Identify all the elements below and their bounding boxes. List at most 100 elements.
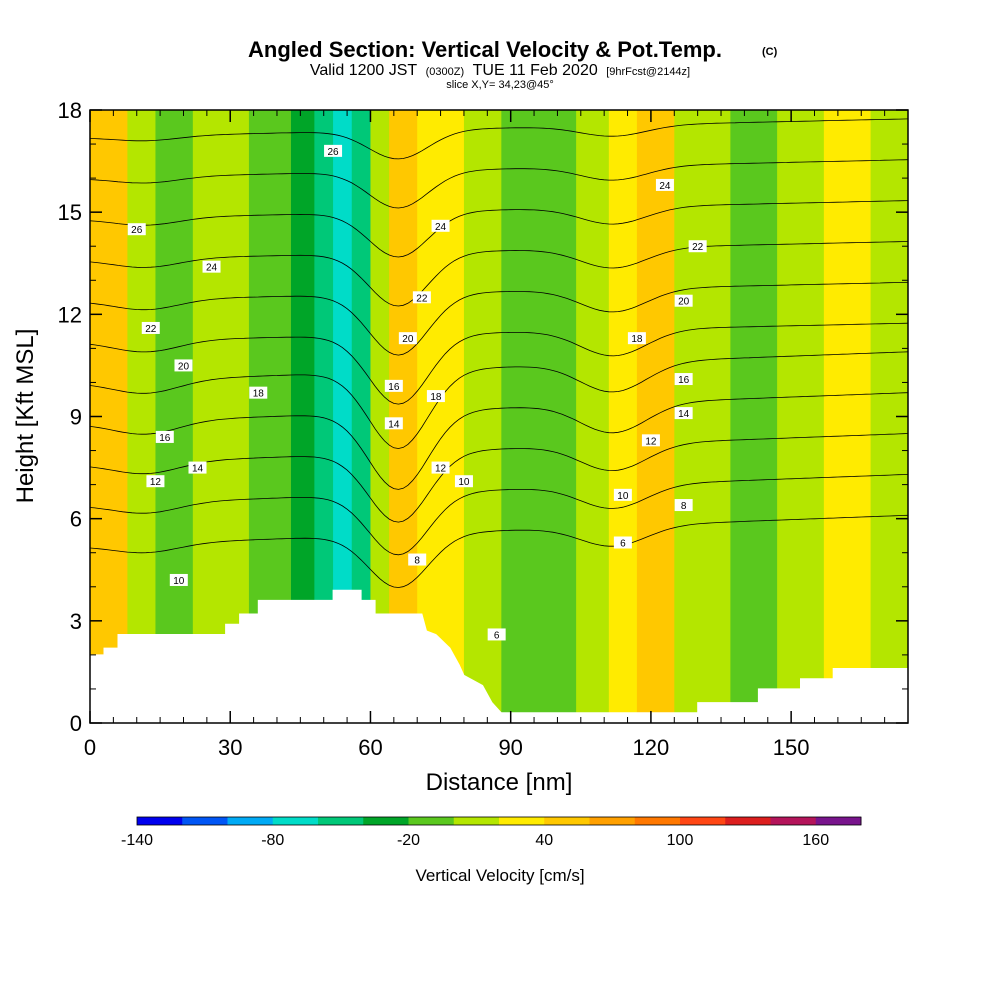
svg-text:6: 6 [620, 539, 626, 550]
theta-contours [90, 118, 908, 588]
terrain [90, 589, 908, 723]
velocity-band-16 [608, 110, 638, 723]
velocity-band-13 [501, 110, 540, 723]
contour-label-6: 6 [487, 628, 506, 641]
contour-label-16: 16 [155, 430, 174, 444]
velocity-band-9 [370, 110, 390, 723]
colorbar-swatch [318, 817, 364, 825]
colorbar-swatch [137, 817, 183, 825]
svg-text:24: 24 [206, 263, 218, 274]
contour-label-20: 20 [398, 332, 417, 345]
colorbar-label: 100 [667, 832, 694, 849]
contour-labels: 26 26 24 24 24 22 22 22 20 20 20 18 18 18 16 16 16 14 14 14… [127, 144, 707, 641]
title-mark: (C) [762, 46, 778, 58]
velocity-band-21 [823, 110, 872, 723]
svg-text:12: 12 [435, 464, 447, 475]
contour-label-14: 14 [384, 417, 403, 430]
contour-label-8: 8 [408, 553, 427, 567]
contour-label-6: 6 [613, 536, 632, 550]
y-axis-title: Height [Kft MSL] [12, 329, 39, 504]
svg-text:14: 14 [388, 419, 400, 430]
colorbar-swatch [544, 817, 590, 825]
svg-text:10: 10 [617, 491, 629, 502]
colorbar-swatch [227, 817, 274, 825]
contour-label-24: 24 [202, 260, 221, 274]
colorbar-swatch [363, 817, 409, 825]
velocity-band-5 [290, 110, 315, 723]
contour-label-16: 16 [674, 373, 693, 386]
y-tick-label: 0 [70, 711, 82, 736]
colorbar-swatch [453, 817, 500, 825]
contour-label-12: 12 [641, 434, 660, 447]
contour-label-10: 10 [169, 573, 188, 587]
colorbar-swatch [770, 817, 817, 825]
svg-text:24: 24 [659, 181, 671, 192]
colorbar-swatch [272, 817, 319, 825]
svg-text:26: 26 [328, 147, 340, 158]
x-axis-title: Distance [nm] [426, 769, 573, 796]
svg-text:14: 14 [678, 409, 690, 420]
svg-text:6: 6 [494, 630, 500, 641]
x-tick-label: 30 [218, 735, 242, 760]
svg-text:12: 12 [645, 436, 657, 447]
contour-label-24: 24 [655, 178, 674, 192]
contour-label-22: 22 [141, 321, 160, 335]
velocity-band-6 [314, 110, 334, 723]
colorbar-swatch [182, 817, 228, 825]
slice-label: slice X,Y= 34,23@45° [446, 79, 554, 91]
colorbar-swatch [680, 817, 726, 825]
theta-contour-12 [90, 392, 908, 490]
svg-text:20: 20 [178, 361, 190, 372]
chart-subtitle: Valid 1200 JST (0300Z) TUE 11 Feb 2020 [… [310, 62, 690, 79]
svg-text:10: 10 [173, 576, 185, 587]
theta-contour-24 [90, 159, 908, 209]
colorbar-swatch [725, 817, 771, 825]
contour-label-8: 8 [674, 499, 693, 512]
y-tick-label: 3 [70, 609, 82, 634]
theta-contour-6 [90, 514, 908, 588]
colorbar-label: 160 [802, 832, 829, 849]
contour-label-26: 26 [127, 223, 146, 236]
svg-text:24: 24 [435, 222, 447, 233]
velocity-band-20 [777, 110, 825, 723]
svg-text:20: 20 [678, 297, 690, 308]
contour-label-14: 14 [674, 407, 693, 420]
x-tick-label: 120 [633, 735, 670, 760]
theta-contour-20 [90, 241, 908, 307]
contour-label-12: 12 [146, 475, 165, 488]
velocity-band-19 [730, 110, 778, 723]
colorbar-label: -20 [397, 832, 420, 849]
contour-label-18: 18 [627, 332, 646, 345]
contour-label-24: 24 [431, 219, 450, 233]
subtitle-forecast: [9hrFcst@2144z] [606, 66, 690, 78]
subtitle-utc: (0300Z) [426, 66, 465, 78]
theta-contour-14 [90, 351, 908, 449]
svg-text:16: 16 [388, 382, 400, 393]
svg-text:22: 22 [692, 242, 704, 253]
svg-text:18: 18 [631, 334, 643, 345]
y-tick-label: 6 [70, 507, 82, 532]
theta-contour-10 [90, 433, 908, 523]
contour-label-20: 20 [174, 359, 193, 372]
svg-text:22: 22 [416, 293, 428, 304]
colorbar-swatch [499, 817, 545, 825]
contour-label-16: 16 [384, 379, 403, 393]
subtitle-date: TUE 11 Feb 2020 [473, 62, 598, 79]
svg-text:8: 8 [414, 556, 420, 567]
velocity-band-1 [127, 110, 157, 723]
svg-text:26: 26 [131, 225, 143, 236]
colorbar-label: -80 [261, 832, 284, 849]
contour-label-10: 10 [454, 475, 473, 488]
theta-contour-16 [90, 322, 908, 405]
contour-label-10: 10 [613, 488, 632, 502]
chart-title: Angled Section: Vertical Velocity & Pot.… [248, 37, 722, 62]
velocity-band-8 [351, 110, 372, 723]
svg-text:14: 14 [192, 464, 204, 475]
theta-contour-8 [90, 474, 908, 556]
svg-text:22: 22 [145, 324, 157, 335]
axis-ticks: 0 30 60 90 120 150 0 3 6 9 12 15 18 [58, 98, 909, 760]
svg-text:8: 8 [681, 501, 687, 512]
velocity-band-11 [417, 110, 465, 723]
y-tick-label: 9 [70, 405, 82, 430]
